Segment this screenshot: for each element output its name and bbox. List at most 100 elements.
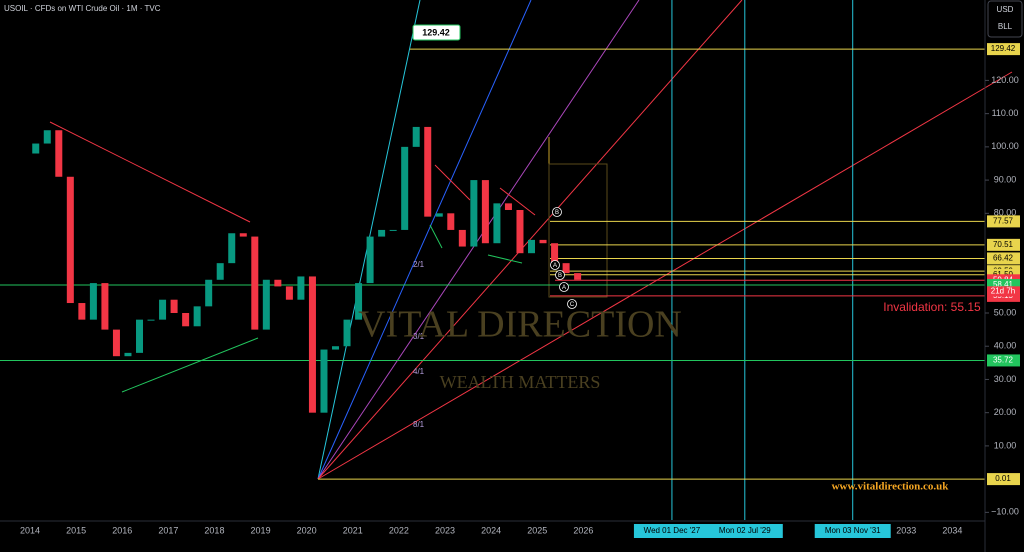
candle	[112, 329, 120, 357]
candle	[32, 143, 40, 154]
wave-label: A	[562, 285, 566, 291]
level-tag-label: 0.01	[995, 474, 1011, 483]
candle	[528, 239, 536, 254]
chart-title: USOIL · CFDs on WTI Crude Oil · 1M · TVC	[4, 4, 161, 13]
x-tick-label: 2014	[20, 525, 40, 535]
countdown-tag	[987, 286, 1020, 297]
time-label: Mon 03 Nov '31	[825, 526, 881, 535]
candle	[539, 239, 547, 244]
candle	[228, 233, 236, 264]
trend-line	[434, 164, 471, 201]
candle	[251, 236, 259, 330]
candle	[458, 229, 466, 247]
wave-label: B	[555, 210, 559, 216]
x-tick-label: 2021	[343, 525, 363, 535]
candle	[366, 236, 374, 284]
level-tag-label: 58.41	[993, 280, 1014, 289]
candle	[124, 352, 132, 357]
x-tick-label: 2017	[158, 525, 178, 535]
level-tag	[987, 43, 1020, 56]
candle	[355, 283, 363, 320]
trend-line	[49, 121, 251, 223]
candle	[205, 279, 213, 307]
x-tick-label: 2034	[942, 525, 962, 535]
countdown: 21d 7h	[991, 286, 1015, 295]
candle	[401, 146, 409, 230]
candle	[562, 263, 570, 274]
currency: USD	[997, 5, 1014, 14]
candle	[574, 273, 582, 280]
candle	[470, 180, 478, 247]
trend-line	[487, 254, 523, 264]
wave-label: C	[570, 302, 575, 308]
time-tag	[706, 524, 783, 538]
candle	[182, 312, 190, 327]
candle	[147, 319, 155, 321]
wave-label: B	[558, 273, 562, 279]
wave-circle	[559, 282, 569, 292]
wave-circle	[550, 260, 560, 270]
level-tag	[987, 215, 1020, 228]
fan-line	[317, 0, 532, 480]
candle	[551, 243, 559, 264]
level-tag-label: 77.57	[993, 216, 1014, 225]
candle	[274, 279, 282, 287]
candle	[78, 303, 86, 320]
fan-label: 4/1	[413, 367, 425, 376]
candle	[216, 263, 224, 280]
wave-label: A	[553, 263, 557, 269]
x-tick-label: 2025	[527, 525, 547, 535]
candle	[516, 209, 524, 254]
plot: 2/1 3/1 4/1 8/1 Wed 01 Dec '27 Mon 02 Jul '29…	[0, 0, 1013, 538]
candle	[378, 229, 386, 237]
x-tick-label: 2024	[481, 525, 501, 535]
candle	[493, 203, 501, 244]
website: www.vitaldirection.co.uk	[832, 481, 950, 493]
wave-circle	[552, 207, 562, 217]
level-tag-label: 70.51	[993, 240, 1014, 249]
x-tick-label: 2016	[112, 525, 132, 535]
y-tick-label: 30.00	[994, 374, 1017, 384]
level-tag	[987, 252, 1020, 265]
x-tick-label: 2018	[204, 525, 224, 535]
time-label: Mon 02 Jul '29	[719, 526, 771, 535]
y-tick-label: 20.00	[994, 407, 1017, 417]
candle	[504, 203, 512, 210]
marker-box	[548, 163, 608, 298]
candle	[447, 213, 455, 230]
candle	[308, 276, 316, 413]
level-tag-label: 35.72	[993, 356, 1014, 365]
candle	[55, 130, 63, 177]
time-tag	[633, 524, 710, 538]
y-tick-label: 110.00	[992, 108, 1019, 118]
fan-label: 2/1	[413, 260, 425, 269]
y-tick-label: 80.00	[994, 208, 1017, 218]
y-tick-label: 120.00	[991, 75, 1019, 85]
level-tag	[987, 473, 1020, 486]
candle	[481, 180, 489, 244]
y-tick-label: 50.00	[994, 307, 1017, 317]
wave-circle	[555, 270, 565, 280]
candle	[343, 319, 351, 347]
candle	[193, 306, 201, 327]
candle	[101, 283, 109, 330]
trend-line	[499, 187, 536, 216]
candle	[389, 229, 397, 231]
x-tick-label: 2020	[297, 525, 317, 535]
level-tag	[987, 238, 1020, 251]
candle	[435, 213, 443, 217]
candle	[170, 299, 178, 313]
candle	[239, 233, 247, 237]
candle	[262, 279, 270, 330]
candle	[320, 349, 328, 413]
level-tag	[987, 354, 1020, 367]
candle	[159, 299, 167, 320]
fan-label: 3/1	[413, 332, 425, 341]
watermark: VITAL DIRECTION	[358, 304, 682, 346]
invalidation: Invalidation: 55.15	[883, 300, 981, 314]
x-tick-label: 2033	[896, 525, 916, 535]
wave-circle	[567, 299, 577, 309]
